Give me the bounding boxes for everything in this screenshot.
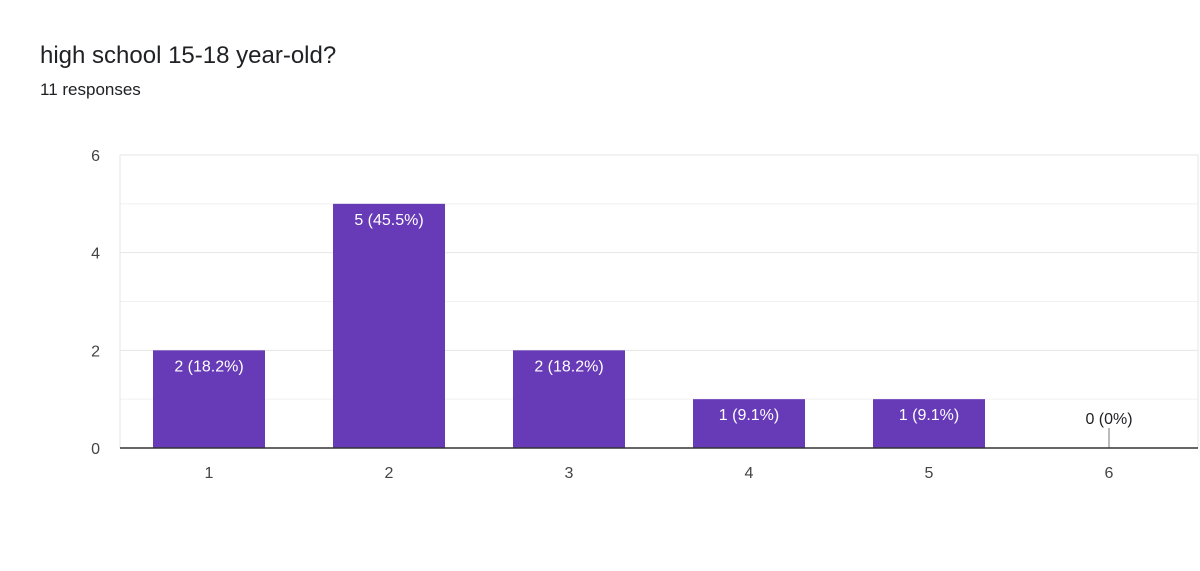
bar[interactable] bbox=[153, 350, 265, 448]
bar-data-label: 2 (18.2%) bbox=[534, 358, 603, 375]
y-tick-label: 6 bbox=[91, 148, 100, 165]
response-count: 11 responses bbox=[40, 80, 141, 99]
bar-labels: 2 (18.2%) 5 (45.5%) 2 (18.2%) 1 (9.1%) 1 (9.… bbox=[174, 212, 1133, 448]
bar-data-label: 1 (9.1%) bbox=[719, 407, 779, 424]
x-axis-ticks: 1 2 3 4 5 6 bbox=[205, 465, 1114, 482]
bar-data-label: 5 (45.5%) bbox=[354, 212, 423, 229]
bar-data-label: 2 (18.2%) bbox=[174, 358, 243, 375]
x-tick-label: 4 bbox=[745, 465, 754, 482]
bars bbox=[153, 203, 985, 448]
bar[interactable] bbox=[693, 399, 805, 448]
gridlines bbox=[119, 154, 1199, 448]
x-tick-label: 3 bbox=[565, 465, 574, 482]
bar-data-label: 0 (0%) bbox=[1085, 411, 1132, 428]
x-tick-label: 6 bbox=[1105, 465, 1114, 482]
y-tick-label: 2 bbox=[91, 343, 100, 360]
bar[interactable] bbox=[333, 203, 445, 448]
y-tick-label: 4 bbox=[91, 246, 100, 263]
x-tick-label: 2 bbox=[385, 465, 394, 482]
bar-data-label: 1 (9.1%) bbox=[899, 407, 959, 424]
y-tick-label: 0 bbox=[91, 441, 100, 458]
y-axis-ticks: 0 2 4 6 bbox=[91, 148, 100, 458]
chart-header: high school 15-18 year-old? 11 responses bbox=[40, 38, 336, 102]
bar[interactable] bbox=[873, 399, 985, 448]
x-tick-label: 1 bbox=[205, 465, 214, 482]
x-tick-label: 5 bbox=[925, 465, 934, 482]
question-title: high school 15-18 year-old? bbox=[40, 42, 337, 69]
bar[interactable] bbox=[513, 350, 625, 448]
